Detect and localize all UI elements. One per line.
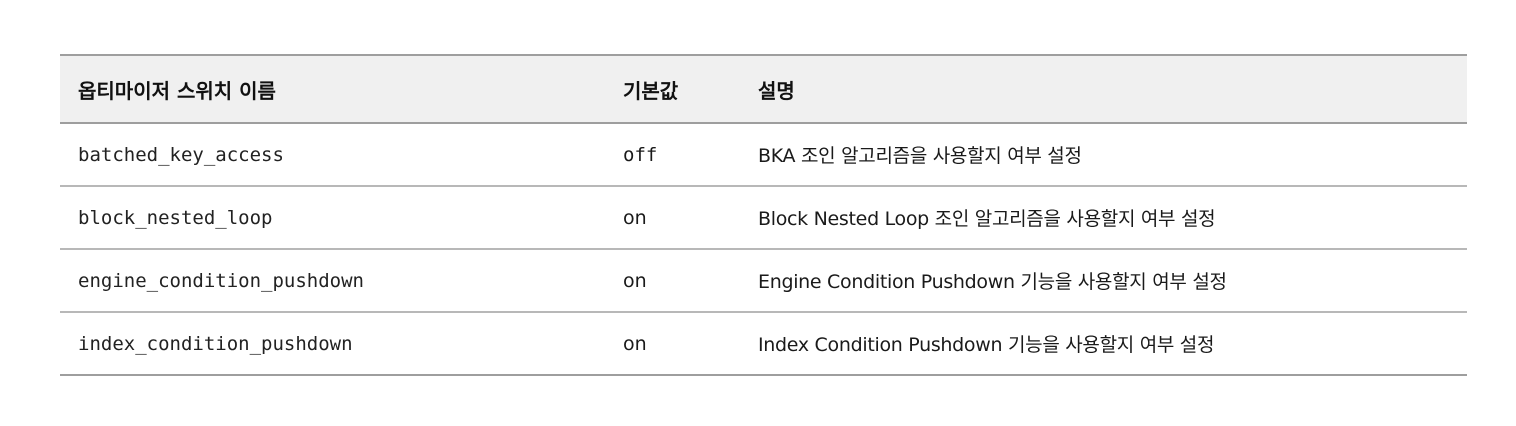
cell-default-value: on <box>605 186 740 250</box>
table-row: engine_condition_pushdown on Engine Cond… <box>60 249 1467 313</box>
table-row: batched_key_access off BKA 조인 알고리즘을 사용할지… <box>60 123 1467 187</box>
table-header: 옵티마이저 스위치 이름 기본값 설명 <box>60 54 1467 124</box>
header-description: 설명 <box>740 54 1467 124</box>
cell-default-value: on <box>605 312 740 376</box>
table-row: index_condition_pushdown on Index Condit… <box>60 312 1467 376</box>
cell-switch-name: block_nested_loop <box>60 186 605 250</box>
cell-description: Engine Condition Pushdown 기능을 사용할지 여부 설정 <box>740 249 1467 313</box>
header-default-value: 기본값 <box>605 54 740 124</box>
optimizer-switch-table-container: 옵티마이저 스위치 이름 기본값 설명 batched_key_access o… <box>60 54 1467 376</box>
table-body: batched_key_access off BKA 조인 알고리즘을 사용할지… <box>60 123 1467 376</box>
header-switch-name: 옵티마이저 스위치 이름 <box>60 54 605 124</box>
header-row: 옵티마이저 스위치 이름 기본값 설명 <box>60 54 1467 124</box>
cell-description: Index Condition Pushdown 기능을 사용할지 여부 설정 <box>740 312 1467 376</box>
cell-description: BKA 조인 알고리즘을 사용할지 여부 설정 <box>740 123 1467 187</box>
cell-switch-name: engine_condition_pushdown <box>60 249 605 313</box>
cell-switch-name: index_condition_pushdown <box>60 312 605 376</box>
cell-description: Block Nested Loop 조인 알고리즘을 사용할지 여부 설정 <box>740 186 1467 250</box>
cell-default-value: off <box>605 123 740 187</box>
optimizer-switch-table: 옵티마이저 스위치 이름 기본값 설명 batched_key_access o… <box>60 54 1467 376</box>
cell-switch-name: batched_key_access <box>60 123 605 187</box>
cell-default-value: on <box>605 249 740 313</box>
table-row: block_nested_loop on Block Nested Loop 조… <box>60 186 1467 250</box>
